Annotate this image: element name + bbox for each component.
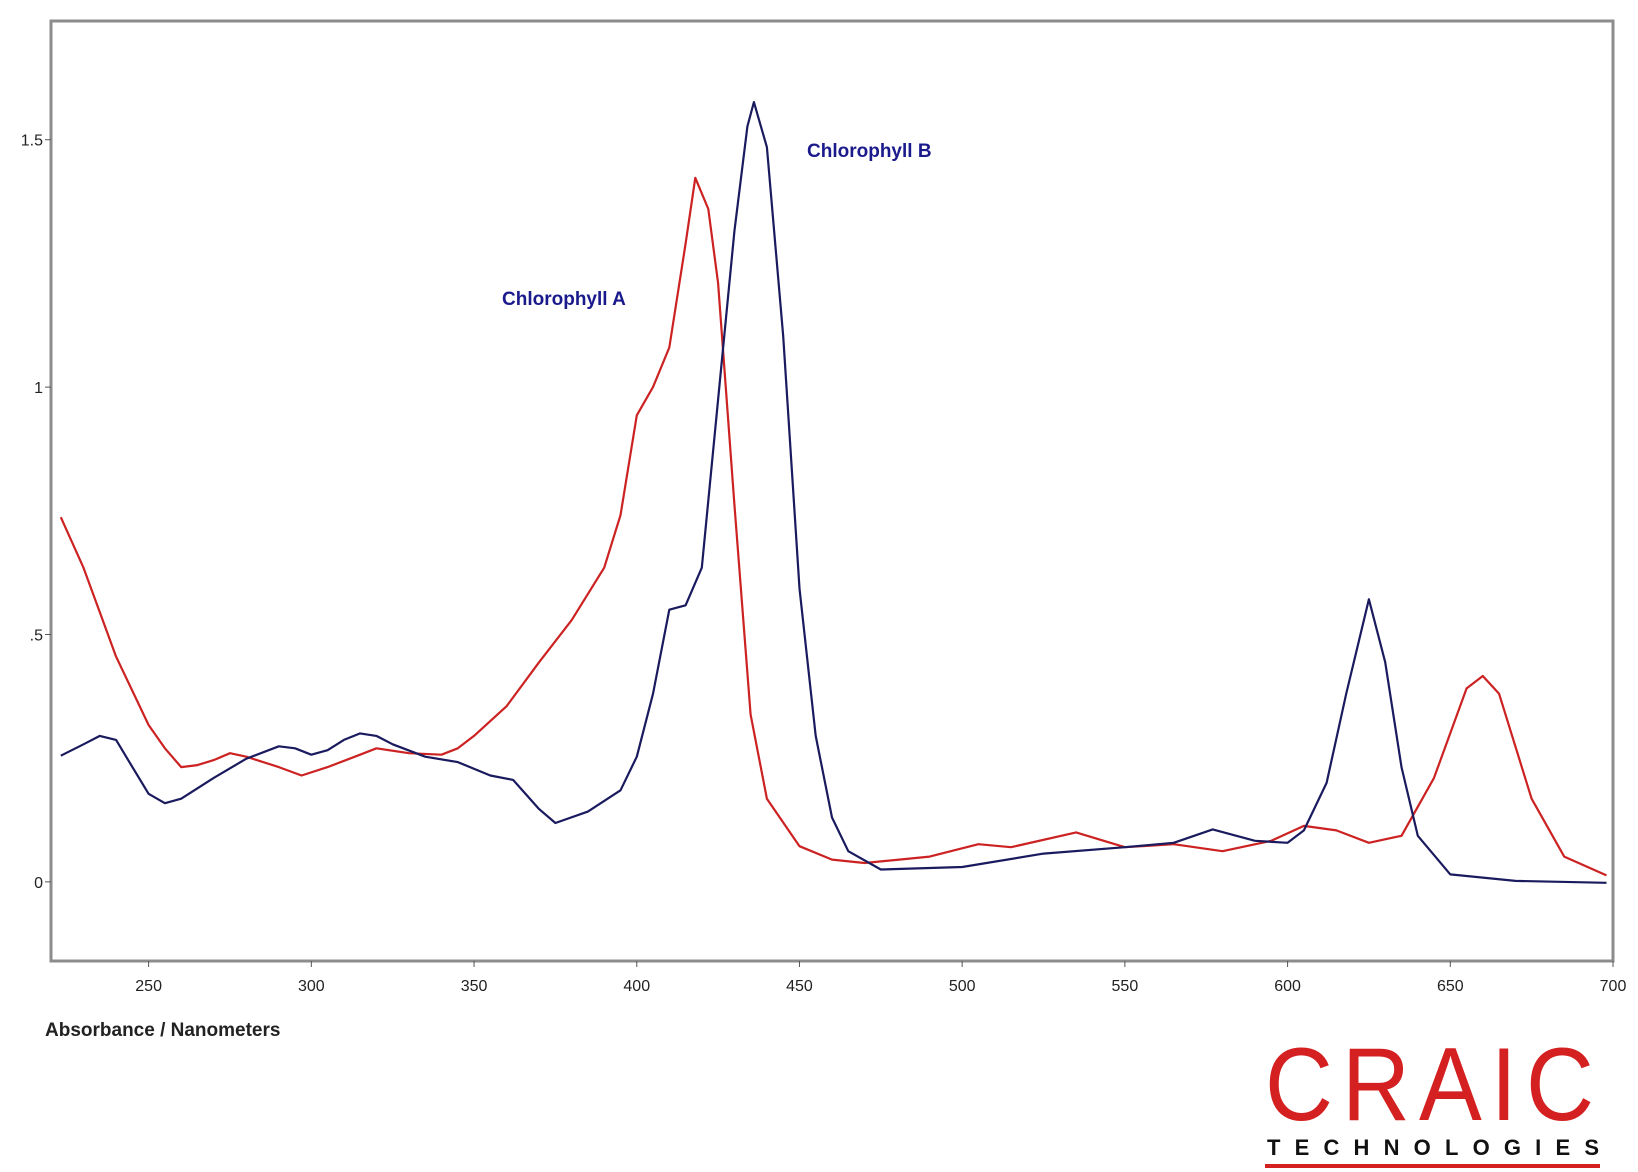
series-line [60,101,1607,884]
logo-name: CRAIC [1265,1027,1603,1143]
y-tick-label: 0 [34,875,43,892]
x-tick-label: 400 [623,978,650,995]
plot-frame [49,19,1615,963]
x-tick-label: 250 [135,978,162,995]
y-tick-label: 1.5 [21,133,43,150]
x-tick-label: 600 [1274,978,1301,995]
x-tick-label: 650 [1437,978,1464,995]
y-tick-label: 1 [34,380,43,397]
x-tick-label: 700 [1600,978,1627,995]
series-annotation: Chlorophyll B [807,141,932,162]
series-line [59,176,1607,877]
x-tick-label: 350 [461,978,488,995]
x-tick-label: 500 [949,978,976,995]
x-axis-label: Absorbance / Nanometers [45,1020,280,1041]
series-annotation: Chlorophyll A [502,289,626,310]
y-tick-label: .5 [30,627,43,644]
x-tick-label: 300 [298,978,325,995]
x-tick-label: 450 [786,978,813,995]
x-tick-label: 550 [1112,978,1139,995]
